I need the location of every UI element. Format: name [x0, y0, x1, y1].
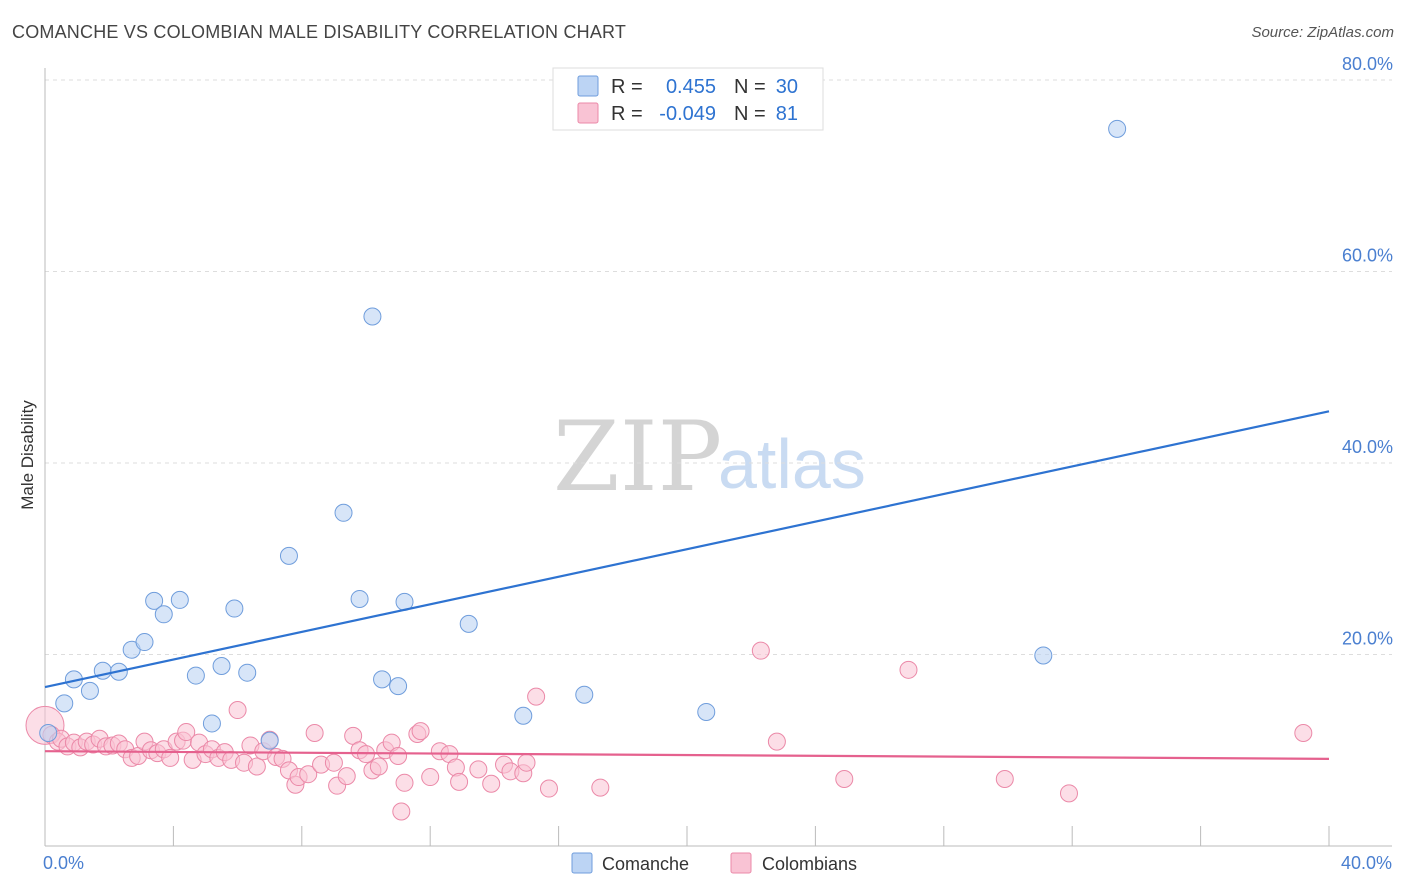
comanche-point — [238, 663, 257, 682]
colombians-point — [421, 768, 440, 787]
bottom-legend-colombians-swatch — [730, 852, 752, 874]
comanche-point — [575, 685, 594, 704]
y-tick-label-20: 20.0% — [1342, 629, 1393, 649]
colombians-point — [899, 660, 918, 679]
comanche-point — [350, 589, 369, 608]
colombians-point — [411, 722, 430, 741]
comanche-point — [202, 714, 221, 733]
colombians-point — [591, 778, 610, 797]
x-tick-label-min: 0.0% — [43, 853, 84, 873]
bottom-legend-comanche-swatch — [571, 852, 593, 874]
colombians-point — [392, 802, 411, 821]
comanche-point — [154, 605, 173, 624]
legend-comanche-swatch — [577, 75, 599, 97]
chart-title: COMANCHE VS COLOMBIAN MALE DISABILITY CO… — [12, 22, 627, 42]
colombians-point — [1059, 784, 1078, 803]
comanche-trend-line — [44, 410, 1330, 689]
legend-r-value-1: 0.455 — [666, 76, 716, 98]
comanche-point — [373, 670, 392, 689]
legend-n-value-2: 81 — [776, 103, 798, 125]
legend-n-label-1: N = — [734, 76, 766, 98]
colombians-point — [228, 701, 247, 720]
source-label: Source: ZipAtlas.com — [1251, 24, 1394, 41]
legend-r-label-2: R = — [611, 103, 643, 125]
legend-top: R = 0.455 N = 30 R = -0.049 N = 81 — [552, 67, 824, 131]
colombians-point — [1294, 724, 1313, 743]
colombians-point — [527, 687, 546, 706]
x-tick-label-max: 40.0% — [1341, 853, 1392, 873]
comanche-point — [55, 694, 74, 713]
colombians-point — [517, 753, 536, 772]
legend-r-value-2: -0.049 — [659, 103, 716, 125]
colombians-point — [247, 757, 266, 776]
colombians-point — [337, 767, 356, 786]
comanche-point — [212, 656, 231, 675]
colombians-trend-line — [44, 750, 1330, 760]
comanche-point — [135, 633, 154, 652]
watermark-atlas: atlas — [718, 425, 866, 503]
y-axis-label: Male Disability — [18, 400, 37, 510]
colombians-point — [469, 760, 488, 779]
colombians-point — [369, 757, 388, 776]
legend-bottom: Comanche Colombians — [571, 852, 857, 874]
y-tick-labels: 20.0% 40.0% 60.0% 80.0% — [1342, 54, 1393, 649]
colombians-point — [299, 765, 318, 784]
colombians-point — [835, 769, 854, 788]
comanche-point — [279, 546, 298, 565]
comanche-point — [39, 724, 58, 743]
colombians-point — [305, 724, 324, 743]
comanche-point — [334, 503, 353, 522]
legend-n-value-1: 30 — [776, 76, 798, 98]
colombians-point — [324, 753, 343, 772]
comanche-point — [459, 614, 478, 633]
bottom-legend-comanche-label: Comanche — [602, 854, 689, 874]
gridlines — [45, 79, 1392, 655]
colombians-point — [450, 772, 469, 791]
comanche-point — [1108, 119, 1127, 138]
y-tick-label-60: 60.0% — [1342, 246, 1393, 266]
comanche-point — [697, 702, 716, 721]
comanche-point — [145, 591, 164, 610]
comanche-points — [39, 119, 1127, 750]
colombians-point — [161, 748, 180, 767]
legend-r-label-1: R = — [611, 76, 643, 98]
comanche-point — [186, 666, 205, 685]
colombians-point — [767, 732, 786, 751]
colombians-point — [539, 779, 558, 798]
legend-colombians-swatch — [577, 102, 599, 124]
x-axis-ticks — [172, 826, 1330, 846]
comanche-point — [80, 681, 99, 700]
colombians-point — [395, 773, 414, 792]
comanche-point — [260, 731, 279, 750]
comanche-point — [514, 706, 533, 725]
watermark-zip: ZIP — [553, 401, 722, 513]
colombians-point — [995, 769, 1014, 788]
y-tick-label-80: 80.0% — [1342, 54, 1393, 74]
comanche-point — [225, 599, 244, 618]
bottom-legend-colombians-label: Colombians — [762, 854, 857, 874]
y-tick-label-40: 40.0% — [1342, 437, 1393, 457]
colombians-point — [177, 723, 196, 742]
comanche-point — [170, 590, 189, 609]
colombians-point — [482, 774, 501, 793]
colombians-point — [751, 641, 770, 660]
comanche-point — [363, 307, 382, 326]
comanche-point — [389, 677, 408, 696]
legend-n-label-2: N = — [734, 103, 766, 125]
colombians-point — [389, 746, 408, 765]
comanche-point — [1034, 646, 1053, 665]
